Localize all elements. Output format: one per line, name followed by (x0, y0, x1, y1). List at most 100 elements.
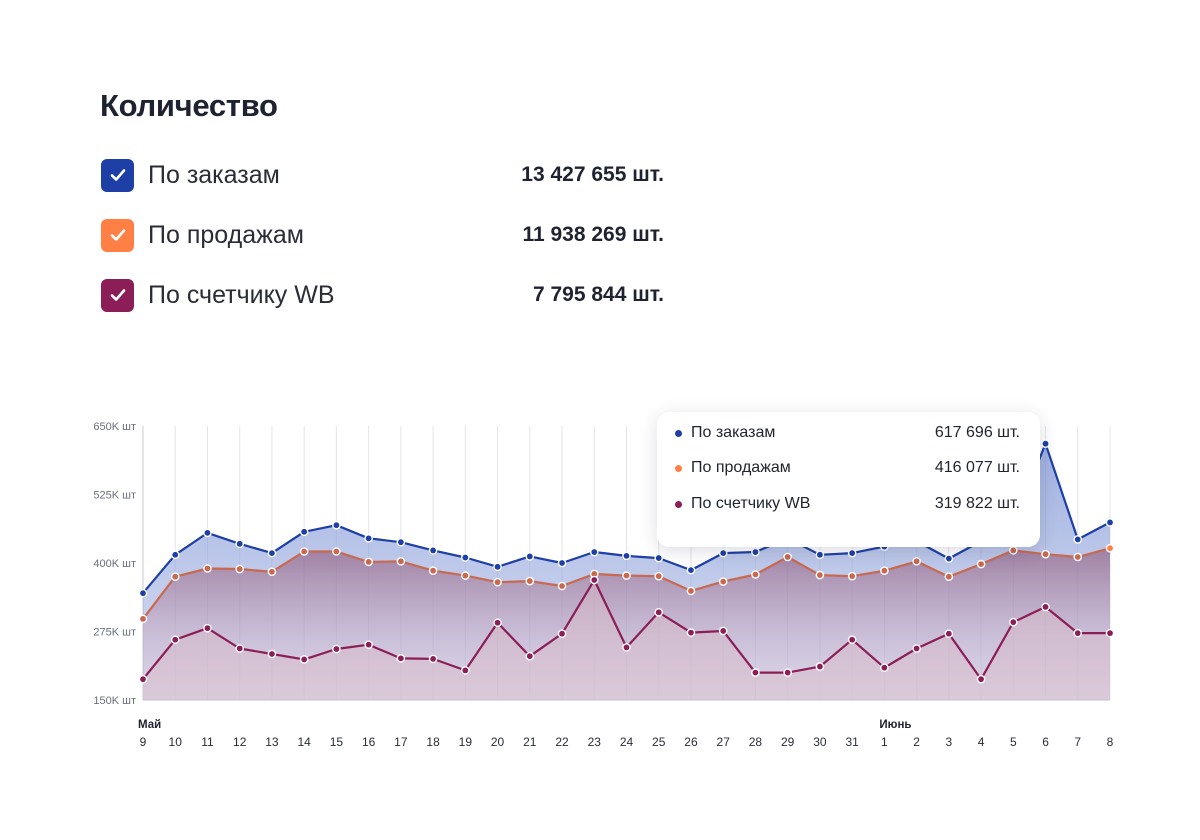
point-orders (138, 588, 148, 598)
x-tick-label: 5 (1010, 735, 1017, 749)
point-wb-counter (138, 674, 148, 684)
wb-counter-checkbox[interactable] (101, 278, 134, 312)
point-orders (686, 565, 696, 575)
x-tick-label: 14 (297, 735, 311, 749)
point-sales (267, 567, 277, 577)
point-sales (203, 564, 212, 573)
point-wb-counter (1041, 602, 1050, 612)
point-wb-counter (880, 663, 889, 672)
x-tick-label: 21 (523, 735, 537, 749)
x-tick-label: 26 (684, 735, 698, 749)
point-sales (880, 566, 889, 575)
point-orders (299, 527, 309, 537)
point-sales (815, 570, 825, 580)
point-sales (1105, 543, 1115, 553)
x-tick-label: 31 (845, 735, 859, 749)
x-tick-label: 4 (978, 735, 985, 749)
month-label: Май (138, 719, 161, 731)
sales-checkbox[interactable] (101, 218, 134, 252)
x-tick-label: 11 (201, 735, 214, 749)
x-tick-label: 19 (459, 735, 473, 749)
tooltip-value-orders: 617 696 шт. (934, 424, 1020, 441)
legend-label-sales: По продажам (148, 220, 304, 249)
point-wb-counter (396, 654, 406, 663)
tooltip-row-orders: По заказам 617 696 шт. (675, 421, 1020, 445)
point-sales (299, 547, 309, 556)
tooltip-value-wb-counter: 319 822 шт. (934, 495, 1020, 512)
tooltip-label-wb-counter: По счетчику WB (691, 495, 811, 512)
x-tick-label: 29 (781, 735, 795, 749)
y-tick-label: 525K шт (93, 490, 136, 502)
point-wb-counter (976, 674, 986, 684)
x-tick-label: 24 (620, 735, 634, 749)
x-tick-label: 25 (652, 735, 666, 749)
point-wb-counter (847, 635, 857, 645)
tooltip-value-sales: 416 077 шт. (934, 459, 1020, 476)
point-sales (751, 570, 760, 579)
point-sales (1041, 549, 1050, 559)
point-sales (1073, 552, 1083, 562)
point-orders (332, 520, 341, 530)
point-orders (493, 562, 502, 572)
point-sales (364, 557, 373, 567)
point-sales (783, 552, 792, 562)
x-tick-label: 30 (813, 735, 827, 749)
point-orders (751, 547, 760, 557)
point-orders (267, 548, 277, 558)
point-orders (170, 550, 180, 560)
point-orders (428, 546, 438, 555)
y-tick-label: 650K шт (93, 421, 136, 433)
x-tick-label: 13 (265, 735, 279, 749)
tooltip-label-sales: По продажам (691, 459, 791, 476)
x-tick-label: 3 (945, 735, 952, 749)
point-wb-counter (428, 654, 438, 664)
check-icon (110, 289, 125, 301)
point-sales (944, 572, 954, 582)
orders-checkbox[interactable] (101, 158, 134, 192)
x-tick-label: 28 (749, 735, 763, 749)
tooltip-row-sales: По продажам 416 077 шт. (675, 456, 1020, 480)
x-tick-label: 10 (169, 735, 183, 749)
point-sales (332, 547, 341, 556)
chart-tooltip: По заказам 617 696 шт. По продажам 416 0… (657, 412, 1040, 547)
point-sales (718, 577, 728, 586)
point-wb-counter (815, 662, 825, 671)
point-wb-counter (557, 629, 567, 638)
x-tick-label: 22 (555, 735, 569, 749)
point-orders (815, 550, 825, 560)
legend-item-orders[interactable]: По заказам 13 427 655 шт. (101, 158, 681, 192)
x-tick-label: 6 (1042, 735, 1049, 749)
x-tick-label: 23 (588, 735, 602, 749)
point-sales (428, 566, 438, 575)
point-wb-counter (235, 644, 244, 653)
point-wb-counter (589, 575, 599, 585)
x-tick-label: 27 (717, 735, 731, 749)
y-tick-label: 150K шт (93, 695, 136, 707)
point-orders (525, 552, 535, 561)
x-tick-label: 12 (233, 735, 247, 749)
x-tick-label: 16 (362, 735, 376, 749)
tooltip-row-wb-counter: По счетчику WB 319 822 шт. (675, 492, 1020, 516)
legend-label-wb-counter: По счетчику WB (148, 280, 335, 309)
point-wb-counter (751, 668, 760, 677)
point-orders (557, 558, 567, 568)
x-tick-label: 17 (394, 735, 408, 749)
legend-label-orders: По заказам (148, 160, 280, 189)
tooltip-dot-orders (675, 429, 682, 437)
point-wb-counter (203, 623, 212, 633)
x-tick-label: 2 (913, 735, 920, 749)
legend-item-wb-counter[interactable]: По счетчику WB 7 795 844 шт. (101, 278, 681, 312)
point-sales (654, 571, 664, 581)
tooltip-dot-sales (675, 464, 682, 472)
legend-item-sales[interactable]: По продажам 11 938 269 шт. (101, 218, 681, 252)
point-orders (589, 547, 599, 557)
x-tick-label: 9 (140, 735, 147, 749)
point-sales (170, 572, 180, 582)
point-wb-counter (1105, 628, 1115, 638)
area-wb-counter (143, 580, 1110, 700)
point-sales (525, 576, 535, 586)
point-orders (461, 553, 470, 562)
legend-total-wb-counter: 7 795 844 шт. (532, 283, 664, 306)
point-wb-counter (912, 644, 921, 653)
tooltip-label-orders: По заказам (691, 424, 776, 441)
